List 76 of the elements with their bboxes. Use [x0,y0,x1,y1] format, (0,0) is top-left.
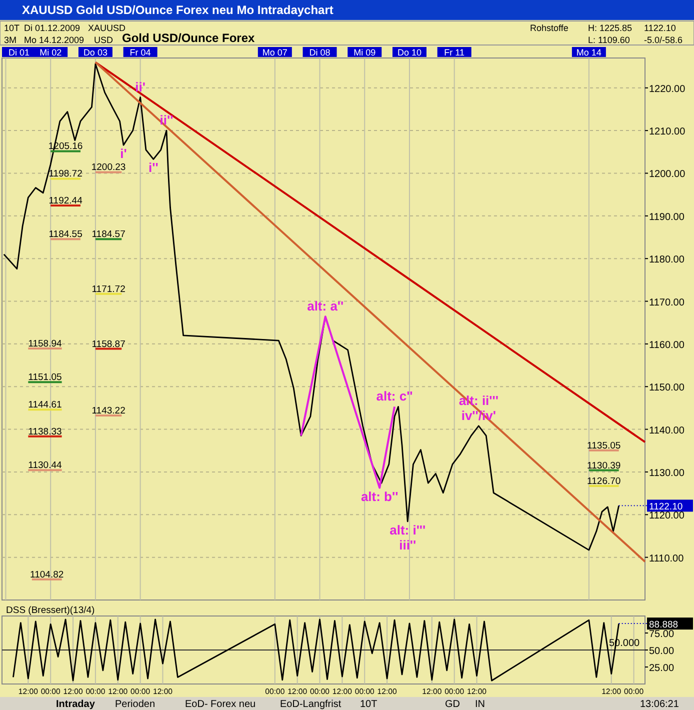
y-tick-label: 1160.00 [649,340,685,351]
data-label: 1130.39 [587,460,621,472]
x-tick-label: Mi 09 [354,48,376,58]
data-label: 88.888 [649,620,678,631]
text: 1122.10 [644,23,676,33]
text: Intraday [56,699,96,710]
text: GD [445,699,460,710]
y-tick-label: 1150.00 [649,382,685,394]
text: 13:06:21 [640,699,680,710]
data-label: 1198.72 [48,168,82,180]
y-tick-label: 1180.00 [649,254,685,266]
annotation: i' [120,146,127,162]
data-label: 1171.72 [92,284,126,295]
y-tick-label: 1170.00 [649,297,685,308]
text: 10T [360,699,378,710]
x-tick-label: Fr 04 [130,48,151,58]
line-series [300,316,396,489]
data-label: 1122.10 [649,502,683,513]
y-tick-label: 1200.00 [649,169,686,180]
x-tick-label: Mo 07 [262,48,288,58]
chart-title: DSS (Bressert)(13/4) [6,605,95,616]
text: Di 01.12.2009 [24,23,80,33]
data-label: 1130.44 [28,460,62,472]
text: XAUUSD [88,23,126,33]
data-label: 1151.05 [28,372,62,384]
annotation: alt: c'' [376,388,413,404]
annotation: i'' [148,160,158,176]
x-tick-label: Do 10 [397,48,422,58]
annotation: alt: i''' iii'' [390,522,426,552]
x-tick-label: Mi 02 [40,48,62,58]
data-label: 1158.87 [92,338,126,350]
data-label: 1144.61 [28,400,62,411]
text: Mo 14.12.2009 [24,35,84,45]
data-label: 1143.22 [92,406,126,417]
data-label: 1184.57 [92,229,126,240]
data-label: 1192.44 [48,195,82,206]
x-tick-label: Do 03 [83,48,108,58]
y-tick-label: 1210.00 [649,126,686,138]
y-tick-label: 1140.00 [649,425,685,436]
chart-subtitle: XAUUSD Gold USD/Ounce Forex neu Mo Intradaychart [22,3,334,17]
text: USD [94,35,114,45]
x-tick-label: Di 01 [8,48,30,58]
data-label: 1158.94 [28,338,62,350]
x-tick-label: Fr 11 [444,48,465,58]
annotation: alt: b'' [360,488,398,504]
text: L: 1109.60 [588,35,630,45]
text: EoD- Forex neu [185,699,256,710]
data-label: 1135.05 [587,440,621,452]
data-label: 1104.82 [30,569,64,580]
chart-title: Gold USD/Ounce Forex [122,31,256,45]
y-tick-label: 75.00 [649,629,674,640]
text: EoD-Langfrist [280,699,342,710]
y-tick-label: 1120.00 [649,510,685,522]
annotation: alt: a'' [307,298,344,314]
data-label: 1126.70 [587,476,621,488]
annotation: ii' [135,79,146,94]
text: Rohstoffe [530,23,568,33]
data-label: 1138.33 [28,426,62,438]
y-tick-label: 1130.00 [649,468,685,479]
y-tick-label: 1110.00 [649,553,684,564]
x-tick-label: Di 08 [309,48,330,58]
y-tick-label: 25.00 [649,663,674,674]
text: H: 1225.85 [588,23,632,33]
line-series [3,63,620,551]
data-label: 1200.23 [91,162,126,174]
annotation: ii'' [160,112,174,128]
y-tick-label: 50.00 [649,646,674,657]
text: 3M [4,35,17,45]
text: 10T [4,23,20,33]
y-tick-label: 1220.00 [649,84,686,95]
text: IN [475,699,485,710]
text: Perioden [115,699,156,710]
x-tick-label: Mo 14 [576,48,602,58]
data-label: 1184.55 [48,229,82,240]
text: -5.0/-58.6 [644,35,683,45]
y-tick-label: 1190.00 [649,212,685,223]
